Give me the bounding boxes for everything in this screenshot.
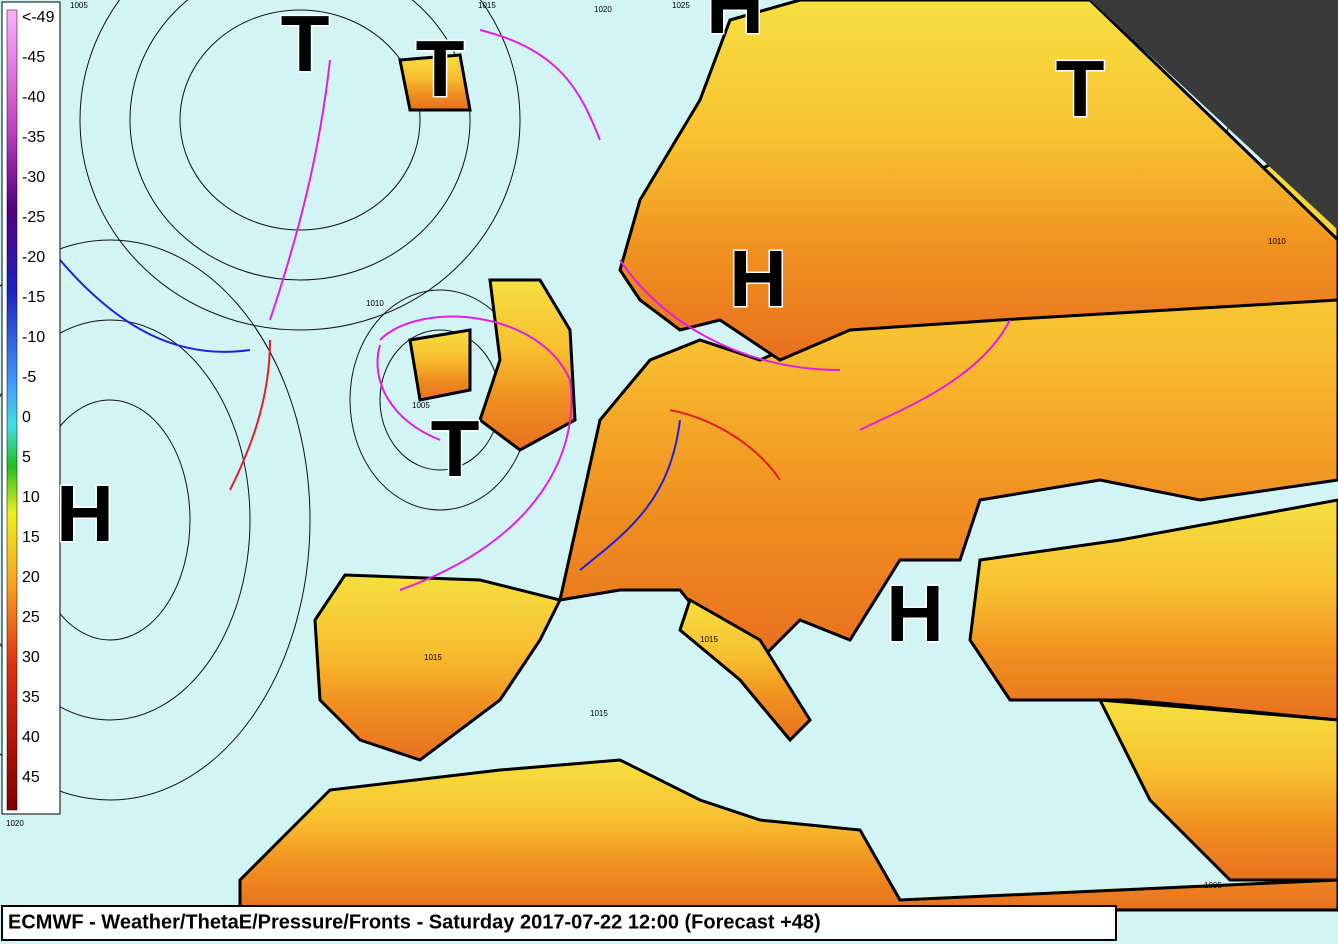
north-africa bbox=[238, 758, 1338, 912]
legend-label: 45 bbox=[22, 769, 40, 786]
legend-label: 0 bbox=[22, 409, 31, 426]
legend-label: 15 bbox=[22, 529, 40, 546]
pressure-center: H bbox=[729, 234, 787, 323]
isobar-label: 1010 bbox=[366, 299, 384, 308]
pressure-center: T bbox=[281, 0, 330, 88]
iberia bbox=[313, 573, 563, 762]
isobar-label: 1020 bbox=[594, 5, 612, 14]
title-box bbox=[1, 905, 1117, 941]
pressure-center: H bbox=[886, 569, 944, 658]
legend-label: 10 bbox=[22, 489, 40, 506]
no-data-area bbox=[1090, 0, 1338, 230]
legend-label: -15 bbox=[22, 289, 45, 306]
middle-east bbox=[1097, 698, 1338, 882]
legend-label: 35 bbox=[22, 689, 40, 706]
legend-label: 40 bbox=[22, 729, 40, 746]
iceland bbox=[398, 53, 472, 112]
isobar-label: 1005 bbox=[70, 1, 88, 10]
isobar-label: 1015 bbox=[478, 1, 496, 10]
scandinavia bbox=[618, 0, 1338, 362]
title: ECMWF - Weather/ThetaE/Pressure/Fronts -… bbox=[8, 911, 821, 933]
isobar-label: 1015 bbox=[590, 709, 608, 718]
isobar-label: 1005 bbox=[1204, 881, 1222, 890]
isobar-label: 1005 bbox=[412, 401, 430, 410]
legend-label: -5 bbox=[22, 369, 36, 386]
legend-label: -30 bbox=[22, 169, 45, 186]
isobar-label: 1025 bbox=[672, 1, 690, 10]
legend-label: 30 bbox=[22, 649, 40, 666]
legend-label: 25 bbox=[22, 609, 40, 626]
isobar-label: 1015 bbox=[700, 635, 718, 644]
pressure-center: T bbox=[1056, 44, 1105, 133]
legend: <-49 -45 -40 -35 -30 -25 -20 -15 -10 -5 0 5 10 15 20 25… bbox=[1, 1, 61, 815]
color-bar bbox=[6, 9, 18, 811]
legend-label: -25 bbox=[22, 209, 45, 226]
ireland bbox=[408, 328, 472, 402]
great-britain bbox=[478, 278, 577, 452]
italy bbox=[678, 597, 812, 743]
pressure-center: T bbox=[431, 404, 480, 493]
legend-label: <-49 bbox=[22, 9, 55, 26]
isobar-label: 1015 bbox=[424, 653, 442, 662]
isobar-label: 1020 bbox=[6, 819, 24, 828]
pressure-center: H bbox=[56, 469, 114, 558]
isobar-label: 1010 bbox=[1268, 237, 1286, 246]
legend-label: -35 bbox=[22, 129, 45, 146]
legend-label: -45 bbox=[22, 49, 45, 66]
legend-label: -40 bbox=[22, 89, 45, 106]
legend-label: -10 bbox=[22, 329, 45, 346]
legend-label: 20 bbox=[22, 569, 40, 586]
pressure-center: H bbox=[706, 0, 764, 50]
legend-label: -20 bbox=[22, 249, 45, 266]
land bbox=[238, 0, 1338, 912]
pressure-center: T bbox=[416, 24, 465, 113]
fronts bbox=[59, 29, 1011, 591]
legend-label: 5 bbox=[22, 449, 31, 466]
